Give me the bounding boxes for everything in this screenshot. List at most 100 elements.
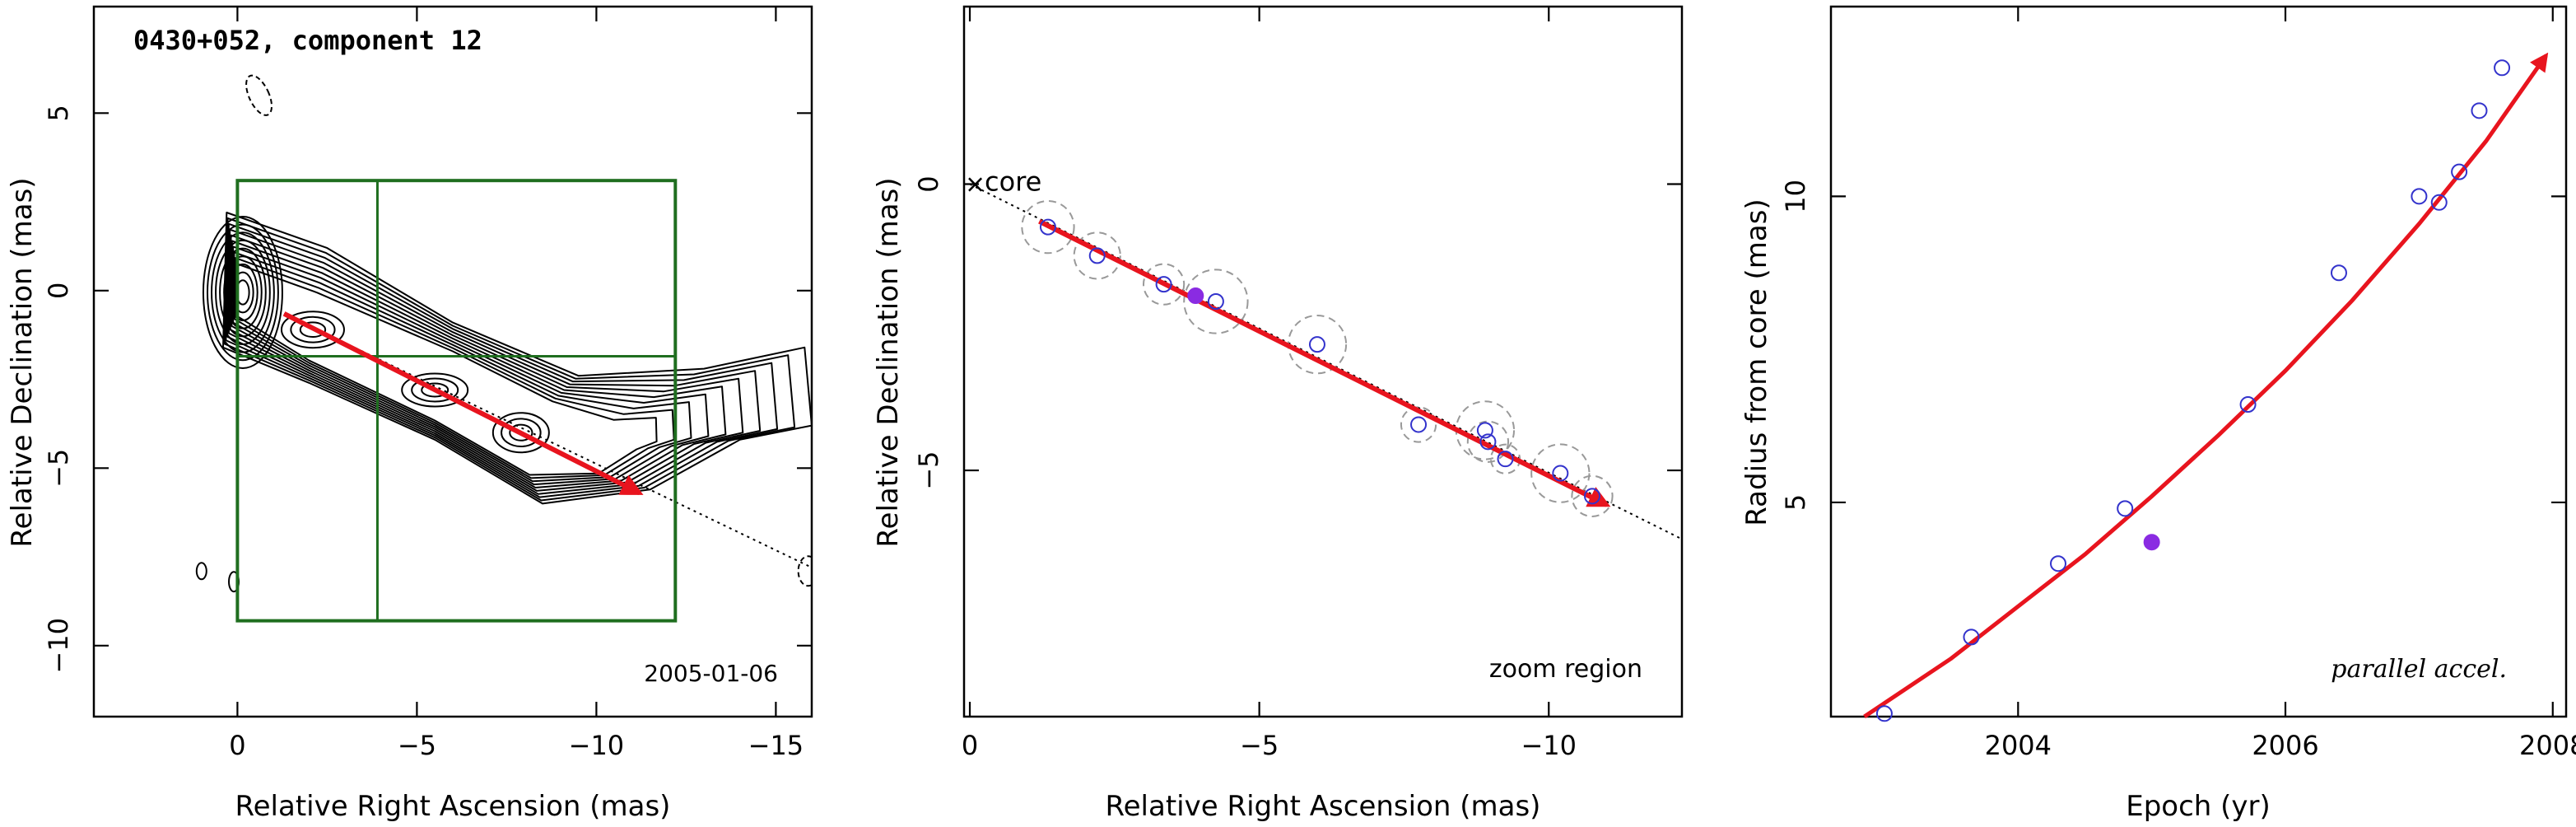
data-point <box>1552 465 1569 482</box>
core-label: core <box>985 166 1041 198</box>
panel-2-axes: 0 −5 −10 0 −5 <box>913 7 1682 761</box>
panel-1-ylabel: Relative Declination (mas) <box>6 177 39 547</box>
noise-contour <box>195 562 207 581</box>
panel-2-xtick-label: −10 <box>1521 730 1577 761</box>
knot-contour <box>290 315 336 343</box>
error-circle <box>1073 231 1121 280</box>
jet-contour <box>226 228 762 495</box>
data-point <box>1155 276 1172 293</box>
jet-contour <box>223 217 796 502</box>
core-contour <box>202 215 283 369</box>
panel-3-frame <box>1829 5 2568 718</box>
panel-1-xtick-label: −10 <box>569 730 625 761</box>
data-point <box>2239 396 2257 414</box>
knot-contour <box>501 418 542 448</box>
error-circle <box>1400 406 1437 443</box>
panel-1-frame <box>92 5 813 718</box>
negative-contour <box>245 74 273 116</box>
trajectory-line <box>283 312 813 568</box>
jet-contour <box>231 245 710 486</box>
panel-2-overlay: ×core <box>965 166 1683 540</box>
panel-1-annotation: 2005-01-06 <box>644 660 778 687</box>
error-circle <box>1466 420 1510 463</box>
jet-contour <box>222 212 812 505</box>
panel-1-xlabel: Relative Right Ascension (mas) <box>235 790 671 823</box>
data-point <box>1497 451 1514 468</box>
panel-2-annotation: zoom region <box>1489 655 1642 684</box>
data-point <box>2494 59 2511 77</box>
panel-1-ytick-label: 0 <box>43 283 74 299</box>
data-point <box>2050 555 2067 572</box>
error-circle <box>1530 443 1591 503</box>
knot-contour <box>491 412 550 454</box>
panel-2-frame <box>962 5 1684 718</box>
panel-1-ytick-label: −10 <box>43 618 74 674</box>
panel-3-xtick-label: 2008 <box>2519 730 2576 761</box>
panel-1-xtick-label: 0 <box>229 730 245 761</box>
data-point <box>1476 422 1493 439</box>
panel-2-ytick-label: 0 <box>913 175 944 192</box>
panel-3-overlay <box>1863 52 2549 722</box>
data-point <box>2411 188 2428 205</box>
data-point <box>1963 628 1980 646</box>
data-point <box>2471 102 2488 119</box>
data-point <box>1207 293 1224 311</box>
jet-contour <box>229 240 727 488</box>
panel-3-ytick-label: 10 <box>1780 180 1811 213</box>
knot-contour <box>280 311 345 349</box>
data-point <box>1584 488 1600 505</box>
negative-contour <box>797 555 812 587</box>
panel-3-xlabel: Epoch (yr) <box>2126 790 2271 823</box>
panel-1-title: 0430+052, component 12 <box>133 25 482 56</box>
data-point <box>2330 264 2347 282</box>
panel-1-overlay <box>235 179 813 623</box>
panel-1-xtick-label: −15 <box>748 730 804 761</box>
panel-2-xlabel: Relative Right Ascension (mas) <box>1106 790 1541 823</box>
panel-3-xtick-label: 2006 <box>2252 730 2318 761</box>
data-point <box>2117 500 2134 517</box>
data-point <box>1088 247 1106 264</box>
panel-2-ytick-label: −5 <box>913 451 944 489</box>
data-point <box>1875 705 1893 722</box>
knot-contour <box>509 423 533 442</box>
knot-contour <box>421 382 450 398</box>
panel-1-axes: 0 −5 −10 −15 5 0 −5 −10 <box>43 7 812 761</box>
data-point <box>2430 194 2448 211</box>
data-point <box>2451 163 2468 180</box>
panel-3-annotation: parallel accel. <box>2331 655 2507 684</box>
knot-contour <box>299 321 327 339</box>
panel-3-radius-epoch: parallel accel. 2004 2006 2008 5 10 Epoch (y… <box>1740 5 2576 823</box>
error-circle <box>1021 199 1075 255</box>
panel-1-contour-map: 0430+052, component 12 2005-01-06 0 −5 −10… <box>6 5 813 823</box>
error-circle <box>1183 269 1249 334</box>
data-point <box>1410 416 1428 433</box>
knot-contour <box>411 377 459 403</box>
velocity-arrow <box>282 311 644 496</box>
fit-curve <box>1863 52 2549 719</box>
jet-contour <box>225 222 779 498</box>
data-point-filled <box>1187 287 1204 305</box>
zoom-box <box>235 179 678 623</box>
panel-3-axes: 2004 2006 2008 5 10 <box>1780 7 2576 761</box>
panel-1-ytick-label: −5 <box>43 449 74 488</box>
panel-3-ytick-label: 5 <box>1780 494 1811 511</box>
panel-2-ylabel: Relative Declination (mas) <box>872 177 905 547</box>
panel-2-xtick-label: −5 <box>1240 730 1279 761</box>
data-point <box>1479 433 1497 451</box>
data-point <box>1308 336 1325 353</box>
data-point-filled <box>2143 534 2160 551</box>
panel-2-xtick-label: 0 <box>962 730 978 761</box>
panel-1-contours <box>195 74 812 593</box>
panel-3-xtick-label: 2004 <box>1985 730 2052 761</box>
error-circle <box>1143 263 1186 306</box>
error-circle <box>1571 474 1614 517</box>
panel-1-xtick-label: −5 <box>398 730 436 761</box>
panel-3-ylabel: Radius from core (mas) <box>1740 199 1773 526</box>
error-circle <box>1287 314 1348 375</box>
velocity-arrow <box>1038 219 1611 507</box>
data-point <box>1039 218 1056 236</box>
core-contour <box>206 223 279 362</box>
jet-contour <box>227 234 744 492</box>
